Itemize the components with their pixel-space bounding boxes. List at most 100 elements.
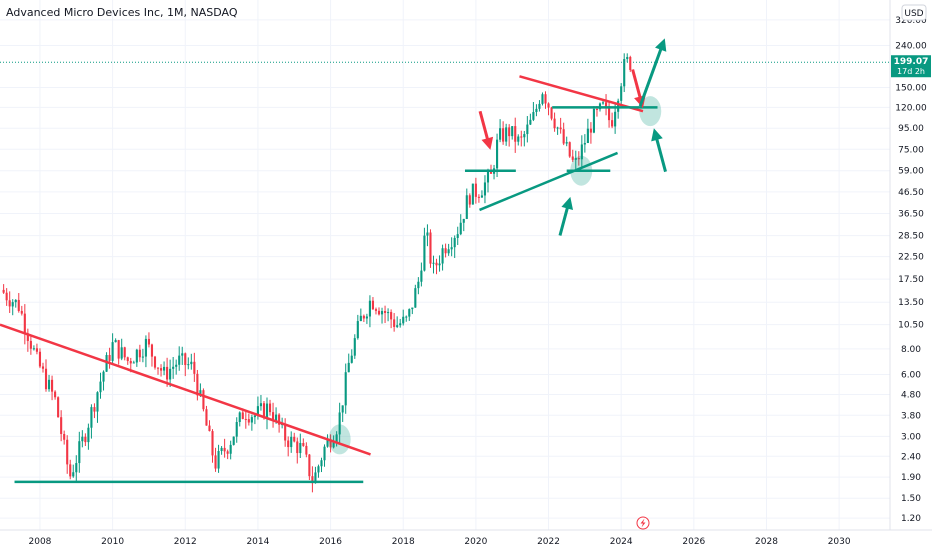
candle-body	[278, 414, 281, 425]
candle-body	[550, 107, 553, 119]
candle-body	[54, 391, 57, 398]
candle-body	[520, 136, 523, 138]
resistance-trendline	[519, 75, 644, 113]
candle-body	[535, 108, 538, 113]
down-arrow	[478, 110, 494, 150]
candle-body	[190, 361, 193, 365]
time-tick-label: 2018	[392, 537, 415, 547]
candle-body	[459, 222, 462, 235]
candle-body	[429, 232, 432, 264]
candle-body	[141, 356, 144, 358]
candle-body	[181, 353, 184, 356]
resistance-trendline	[0, 323, 371, 456]
candle-body	[229, 444, 232, 454]
time-tick-label: 2030	[828, 537, 851, 547]
price-axis[interactable]: 320.00 240.00 150.00 120.00 95.00 75.00 59.00 4…	[895, 16, 927, 524]
candle-body	[17, 299, 20, 311]
currency-button[interactable]: USD	[901, 4, 927, 21]
time-axis[interactable]: 2008 2010 2012 2014 2016 2018 2020 2022 2024 2026…	[29, 537, 851, 547]
candle-body	[144, 338, 147, 357]
candle-body	[187, 364, 190, 366]
candle-body	[553, 118, 556, 129]
candle-body	[514, 126, 517, 142]
candle-body	[153, 356, 157, 368]
candle-body	[465, 195, 468, 219]
candle-body	[314, 472, 317, 484]
candle-body	[350, 355, 353, 363]
candle-body	[444, 248, 447, 254]
candle-body	[60, 417, 63, 434]
candle-body	[417, 281, 420, 289]
candle-body	[208, 425, 211, 432]
candle-body	[589, 128, 592, 133]
candle-body	[390, 312, 393, 320]
candle-body	[163, 366, 166, 371]
symbol-title: Advanced Micro Devices Inc, 1M, NASDAQ	[6, 6, 238, 19]
up-arrow	[651, 128, 667, 173]
candle-body	[462, 218, 465, 223]
candle-body	[247, 419, 250, 423]
candle-body	[483, 182, 487, 196]
candle-body	[338, 412, 341, 435]
candle-body	[302, 443, 305, 446]
candle-body	[393, 319, 396, 327]
price-tick-label: 320.00	[895, 16, 927, 26]
candle-body	[468, 195, 471, 205]
price-tick-label: 22.50	[898, 253, 924, 263]
price-tick-label: 75.00	[898, 145, 924, 155]
candle-body	[75, 463, 78, 473]
candle-body	[138, 349, 141, 358]
candle-body	[317, 466, 320, 473]
candle-body	[586, 128, 589, 144]
candle-body	[20, 310, 23, 314]
candle-body	[111, 342, 114, 361]
candle-body	[499, 128, 502, 140]
plot-area[interactable]	[0, 0, 890, 530]
candle-body	[426, 232, 429, 236]
price-tick-label: 46.50	[898, 188, 924, 198]
candle-body	[592, 108, 595, 133]
candle-body	[8, 300, 11, 307]
time-tick-label: 2012	[174, 537, 197, 547]
candle-body	[577, 157, 580, 160]
candle-body	[595, 108, 599, 110]
candle-body	[271, 412, 275, 421]
price-tick-label: 28.50	[898, 232, 924, 242]
candle-body	[147, 338, 150, 345]
candle-body	[81, 436, 84, 442]
candle-body	[172, 366, 175, 369]
candle-body	[320, 460, 323, 467]
candle-body	[614, 111, 617, 127]
candle-body	[574, 157, 577, 160]
price-tick-label: 1.90	[901, 473, 921, 483]
lightning-icon[interactable]	[636, 516, 650, 530]
time-tick-label: 2024	[610, 537, 633, 547]
candle-body	[223, 447, 226, 452]
candle-body	[220, 447, 223, 451]
candle-body	[178, 355, 181, 365]
annotations-layer	[0, 38, 667, 484]
candle-body	[299, 443, 302, 454]
price-tick-label: 120.00	[895, 103, 927, 113]
price-tick-label: 10.50	[898, 321, 924, 331]
candle-body	[353, 338, 356, 356]
candle-body	[32, 348, 35, 350]
candle-body	[335, 434, 338, 442]
candle-body	[290, 436, 293, 448]
candle-body	[517, 136, 520, 142]
candle-body	[217, 450, 220, 469]
candle-body	[35, 348, 38, 352]
candle-body	[308, 454, 311, 477]
candle-body	[387, 312, 390, 314]
candle-body	[69, 464, 72, 477]
candle-body	[96, 392, 99, 412]
candle-body	[608, 106, 611, 121]
up-arrow	[638, 38, 667, 107]
candle-body	[620, 86, 623, 101]
highlight-circle	[328, 424, 351, 455]
candle-body	[341, 405, 344, 413]
candle-body	[159, 368, 163, 371]
candle-body	[108, 355, 111, 361]
candle-body	[568, 142, 571, 157]
